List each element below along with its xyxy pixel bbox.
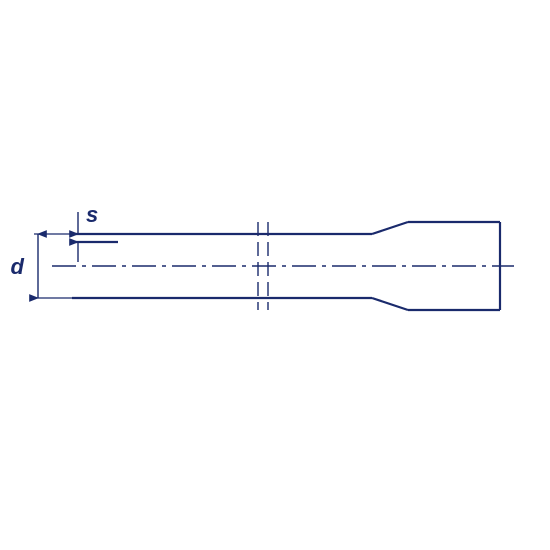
d-label: d [11,254,25,279]
pipe-bot-taper [372,298,408,310]
pipe-socket-diagram: ds [0,0,550,550]
pipe-top-taper [372,222,408,234]
s-label: s [86,202,98,227]
